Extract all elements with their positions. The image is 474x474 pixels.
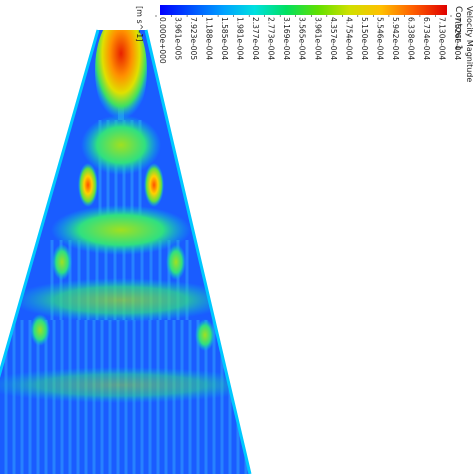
flow-channel: [106, 120, 110, 240]
legend-subtitle: Velocity Magnitude: [465, 6, 474, 82]
legend-tick-label: 2.377e-004: [251, 17, 260, 60]
flow-domain: [0, 29, 252, 474]
legend-tick-label: 3.169e-004: [282, 17, 291, 60]
legend-tick-label: 3.961e-004: [313, 17, 322, 60]
flow-channel: [185, 240, 189, 320]
funnel-left-edge: [0, 29, 100, 378]
flow-channel: [228, 320, 232, 474]
legend-title: Contour 1: [453, 6, 463, 51]
legend-tick-label: 6.734e-004: [422, 17, 431, 60]
legend-ticks: 0.000e+000 3.961e-005 7.923e-005 1.188e-004…: [155, 15, 462, 64]
flow-channel: [122, 120, 126, 240]
flow-channel: [12, 320, 16, 474]
legend-tick-label: 6.338e-004: [406, 17, 415, 60]
flow-channel: [98, 120, 102, 240]
legend-tick-label: 5.150e-004: [360, 17, 369, 60]
flow-channel: [59, 240, 63, 320]
flow-channel: [176, 240, 180, 320]
flow-channel: [138, 120, 142, 240]
flow-channel: [4, 320, 8, 474]
legend-colorbar: [160, 5, 447, 15]
flow-channel: [68, 240, 72, 320]
legend-tick-label: 1.585e-004: [220, 17, 229, 60]
color-legend: 0.000e+000 3.961e-005 7.923e-005 1.188e-004…: [135, 5, 474, 82]
legend-tick-label: 5.942e-004: [391, 17, 400, 60]
legend-tick-label: 7.130e-004: [438, 17, 447, 60]
flow-channel: [50, 240, 54, 320]
legend-tick-label: 1.981e-004: [236, 17, 245, 60]
flow-channel: [167, 240, 171, 320]
funnel-right-edge: [144, 29, 252, 474]
legend-tick-label: 5.546e-004: [375, 17, 384, 60]
legend-tick-label: 3.961e-005: [174, 17, 183, 60]
flow-channel: [114, 120, 118, 240]
flow-channel: [130, 120, 134, 240]
flow-channel: [236, 320, 240, 474]
legend-tick-label: 3.565e-004: [298, 17, 307, 60]
legend-tick-label: 4.754e-004: [344, 17, 353, 60]
legend-tick-label: 4.357e-004: [329, 17, 338, 60]
legend-tick-label: 2.773e-004: [267, 17, 276, 60]
legend-unit: [m s^-1]: [135, 6, 144, 41]
legend-tick-label: 0.000e+000: [158, 17, 167, 64]
legend-tick-label: 1.188e-004: [205, 17, 214, 60]
legend-tick-label: 7.923e-005: [189, 17, 198, 60]
legend-tick-label: 7.526e-004: [453, 17, 462, 60]
velocity-hotspots: [0, 30, 250, 403]
